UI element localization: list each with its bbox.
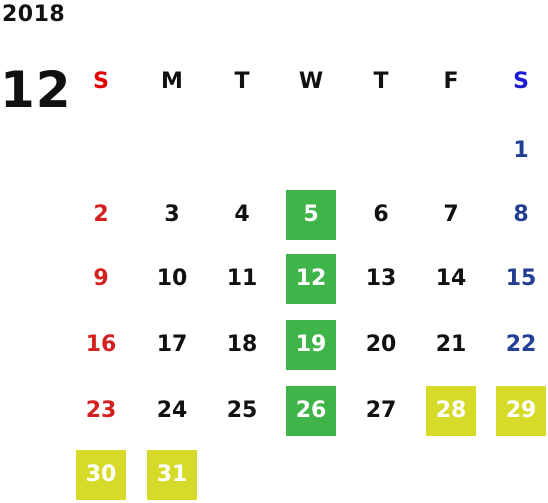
year-label: 2018 — [2, 2, 66, 27]
day-cell[interactable]: 2 — [93, 202, 109, 227]
day-cell[interactable]: 10 — [156, 266, 188, 291]
day-cell[interactable]: 20 — [365, 332, 397, 357]
month-label: 12 — [0, 61, 72, 119]
day-cell[interactable]: 1 — [513, 138, 529, 163]
day-cell[interactable]: 9 — [93, 266, 109, 291]
highlighted-day-cell[interactable]: 5 — [286, 190, 336, 240]
day-cell[interactable]: 4 — [234, 202, 250, 227]
day-cell[interactable]: 14 — [435, 266, 467, 291]
day-cell[interactable]: 11 — [226, 266, 258, 291]
day-cell[interactable]: 27 — [365, 398, 397, 423]
day-cell[interactable]: 17 — [156, 332, 188, 357]
highlighted-day-cell[interactable]: 29 — [496, 386, 546, 436]
day-cell[interactable]: 16 — [85, 332, 117, 357]
weekday-label: T — [373, 69, 389, 94]
day-cell[interactable]: 15 — [505, 266, 537, 291]
highlighted-day-cell[interactable]: 31 — [147, 450, 197, 500]
highlighted-day-cell[interactable]: 28 — [426, 386, 476, 436]
day-cell[interactable]: 7 — [443, 202, 459, 227]
day-cell[interactable]: 25 — [226, 398, 258, 423]
highlighted-day-cell[interactable]: 26 — [286, 386, 336, 436]
weekday-label: S — [513, 69, 529, 94]
weekday-label: M — [161, 69, 183, 94]
day-cell[interactable]: 6 — [373, 202, 389, 227]
day-cell[interactable]: 23 — [85, 398, 117, 423]
day-cell[interactable]: 22 — [505, 332, 537, 357]
day-cell[interactable]: 3 — [164, 202, 180, 227]
highlighted-day-cell[interactable]: 19 — [286, 320, 336, 370]
day-cell[interactable]: 24 — [156, 398, 188, 423]
highlighted-day-cell[interactable]: 30 — [76, 450, 126, 500]
day-cell[interactable]: 8 — [513, 202, 529, 227]
weekday-label: F — [443, 69, 459, 94]
weekday-label: S — [93, 69, 109, 94]
weekday-label: T — [234, 69, 250, 94]
day-cell[interactable]: 13 — [365, 266, 397, 291]
day-cell[interactable]: 18 — [226, 332, 258, 357]
weekday-label: W — [298, 69, 324, 94]
day-cell[interactable]: 21 — [435, 332, 467, 357]
highlighted-day-cell[interactable]: 12 — [286, 254, 336, 304]
